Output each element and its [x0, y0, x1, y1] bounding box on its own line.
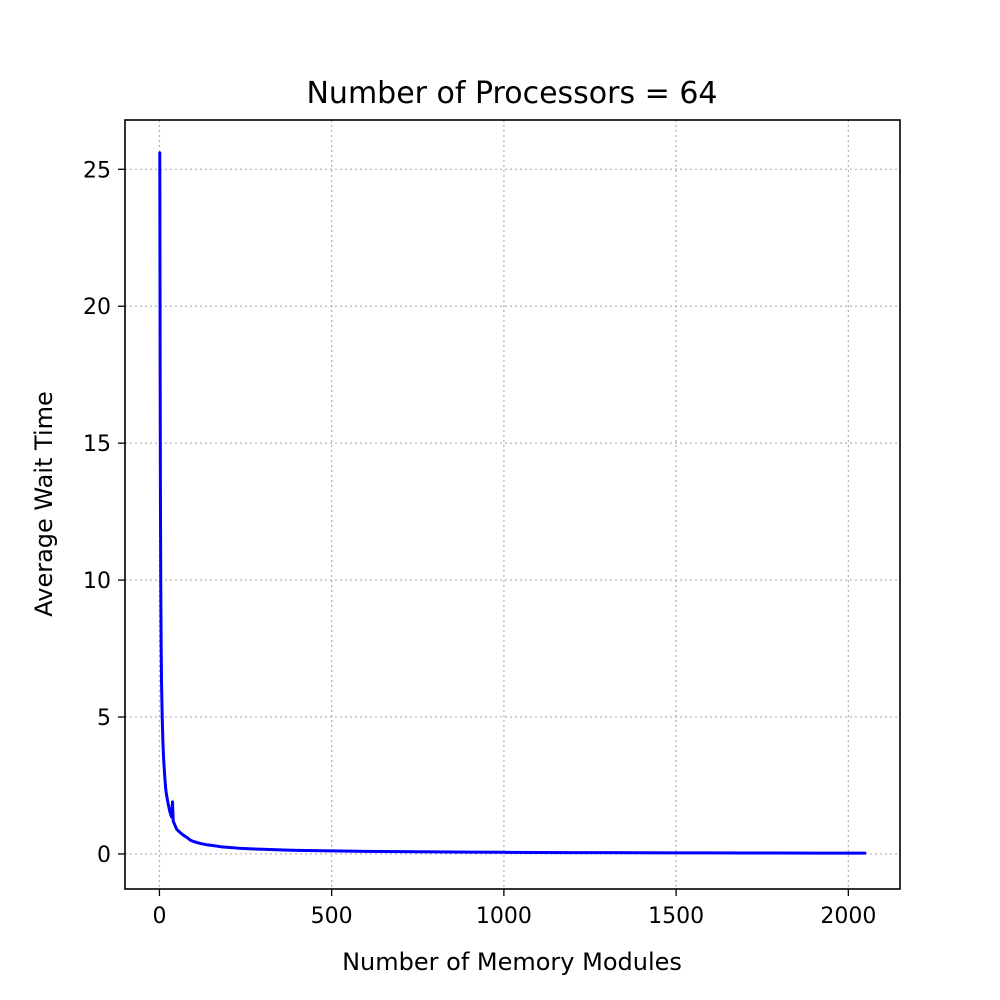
x-axis-label: Number of Memory Modules	[342, 948, 682, 976]
y-axis-label: Average Wait Time	[30, 391, 58, 617]
series-layer	[158, 151, 867, 855]
y-tick-label: 10	[83, 569, 111, 594]
y-tick-label: 5	[97, 706, 111, 731]
axis-ticks: 0 500 1000 1500 2000 0 5 10 15 20 25	[83, 158, 876, 929]
x-tick-label: 1000	[476, 904, 532, 929]
y-tick-label: 0	[97, 843, 111, 868]
x-tick-label: 2000	[820, 904, 876, 929]
x-tick-label: 1500	[648, 904, 704, 929]
y-tick-label: 25	[83, 158, 111, 183]
chart-title: Number of Processors = 64	[306, 76, 717, 111]
x-tick-label: 500	[311, 904, 353, 929]
series-line	[158, 151, 867, 855]
plot-frame	[124, 119, 901, 890]
y-tick-label: 15	[83, 432, 111, 457]
y-tick-label: 20	[83, 295, 111, 320]
x-tick-label: 0	[152, 904, 166, 929]
